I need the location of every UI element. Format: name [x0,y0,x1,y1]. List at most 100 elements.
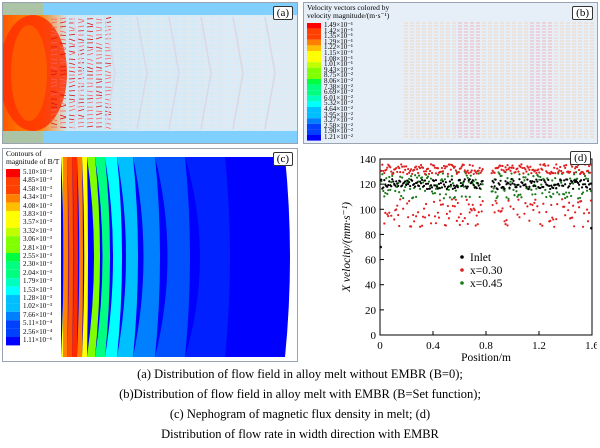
legend-value: 4.85×10⁻³ [23,176,52,185]
point-x030 [385,168,388,171]
point-x045 [474,178,477,181]
velocity-vector [95,117,103,120]
velocity-vector [86,66,94,70]
point-x030 [380,169,383,173]
point-x030 [446,172,450,176]
point-x045 [481,183,484,186]
point-x030 [463,217,466,220]
point-x030 [542,202,545,205]
point-x030 [382,169,385,173]
point-x045 [563,193,566,196]
velocity-vector [59,17,67,20]
point-inlet [443,185,447,188]
point-x030 [396,170,399,174]
point-x045 [431,192,435,195]
legend-marker [460,268,464,272]
point-x030 [404,168,407,171]
point-x030 [390,170,393,173]
colorbar-swatch [6,169,20,178]
point-x030 [521,166,524,170]
point-x030 [416,171,420,175]
point-inlet [458,178,461,181]
point-x045 [451,182,454,185]
point-x030 [468,211,471,214]
legend-value: 1.11×10⁻⁶ [23,336,53,344]
point-x030 [506,164,509,167]
x-tick-label: 0 [377,340,383,352]
velocity-vector [95,36,103,40]
point-x045 [390,181,393,184]
flow-chevron [136,16,148,130]
colorbar-swatch [307,45,321,51]
velocity-vector [68,84,76,88]
point-x030 [423,172,427,176]
velocity-vector [104,64,112,68]
point-x030 [545,210,548,214]
point-x030 [589,199,593,202]
point-inlet [548,184,551,187]
velocity-vector [68,58,76,60]
legend-value: 1.42×10⁻¹ [324,26,353,35]
colorbar-swatch [6,320,20,329]
point-x030 [575,165,579,169]
point-inlet [380,178,383,181]
velocity-vector [95,110,103,113]
flux-contour-band [225,157,290,357]
legend-value: 2.81×10⁻³ [23,243,52,252]
point-x030 [522,172,525,175]
point-x045 [418,187,422,190]
caption-line-4: Distribution of flow rate in width direc… [161,427,439,441]
point-x030 [509,205,512,208]
legend-value: 4.58×10⁻³ [23,184,52,193]
point-x030 [494,199,497,202]
point-inlet [440,186,444,189]
point-inlet [527,187,530,191]
velocity-vector [50,90,58,94]
point-inlet [492,181,495,184]
point-x030 [383,171,386,175]
point-x030 [419,163,423,167]
point-x030 [409,169,412,172]
caption-line-3: (c) Nephogram of magnetic flux density i… [169,407,431,421]
y-tick-label: 20 [365,305,377,317]
point-inlet [396,182,399,185]
legend-title-c: Contours of magnitude of B/T [6,150,59,166]
colorbar-swatch [6,211,20,220]
point-x045 [492,187,495,190]
point-inlet [576,181,580,185]
point-x030 [445,212,449,215]
point-x030 [439,170,443,173]
point-inlet [387,183,390,187]
point-x030 [582,172,586,175]
legend-value: 1.90×10⁻² [324,127,353,136]
point-x030 [526,205,529,208]
point-inlet [524,183,527,186]
legend-value: 2.04×10⁻³ [23,268,52,277]
point-x045 [469,174,472,177]
panel-d-label: (d) [570,151,591,165]
point-x045 [447,188,450,191]
point-inlet [539,186,542,190]
point-inlet [562,184,565,188]
velocity-vector [86,48,94,52]
point-inlet [581,183,585,186]
point-x045 [495,196,498,200]
point-x030 [460,165,463,168]
point-inlet [493,185,496,188]
point-inlet [445,187,449,190]
point-x045 [505,196,508,199]
point-inlet [416,181,419,184]
legend-marker [460,281,464,285]
point-x045 [391,174,394,178]
colorbar-swatch [6,185,20,195]
velocity-vector [86,113,94,116]
point-x030 [563,164,566,167]
velocity-vector [86,101,94,104]
point-x030 [445,165,449,168]
velocity-vector [50,118,58,122]
point-x045 [449,185,452,188]
point-inlet [414,185,417,188]
point-x045 [566,195,569,198]
velocity-vector [104,50,112,52]
colorbar-swatch [6,269,20,279]
